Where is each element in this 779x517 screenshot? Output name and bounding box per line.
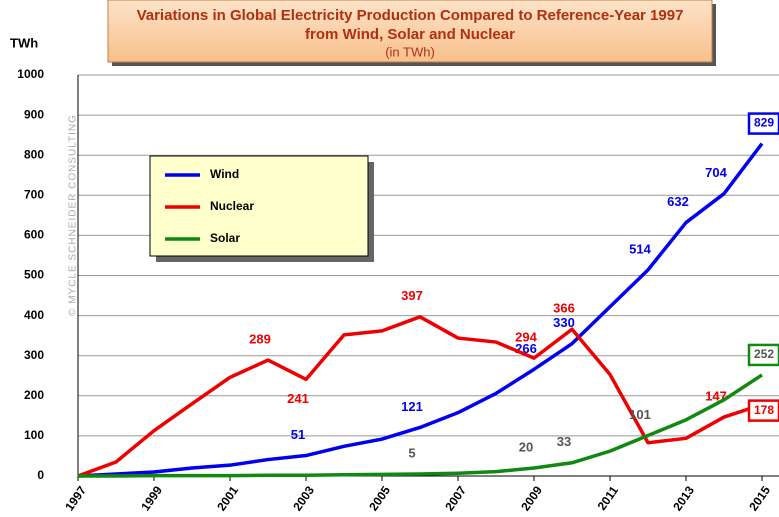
y-tick-label: 700 bbox=[24, 187, 44, 201]
x-tick-label: 1997 bbox=[62, 483, 89, 513]
x-tick-label: 2007 bbox=[442, 483, 469, 513]
y-tick-label: 1000 bbox=[17, 67, 44, 81]
x-tick-label: 1999 bbox=[138, 483, 165, 513]
watermark: © MYCLE SCHNEIDER CONSULTING bbox=[68, 114, 79, 316]
chart-subtitle: (in TWh) bbox=[385, 44, 435, 59]
y-tick-label: 200 bbox=[24, 388, 44, 402]
x-tick-label: 2011 bbox=[595, 483, 622, 513]
y-tick-label: 0 bbox=[37, 468, 44, 482]
legend-label: Nuclear bbox=[210, 199, 254, 213]
x-tick-label: 2005 bbox=[366, 483, 393, 513]
series-line bbox=[78, 373, 763, 478]
value-label: 632 bbox=[667, 194, 689, 209]
y-tick-label: 800 bbox=[24, 147, 44, 161]
y-tick-label: 300 bbox=[24, 348, 44, 362]
chart-title: from Wind, Solar and Nuclear bbox=[305, 26, 515, 43]
x-tick-label: 2003 bbox=[290, 483, 317, 513]
value-label: 289 bbox=[249, 332, 271, 347]
legend-label: Wind bbox=[210, 167, 239, 181]
value-label: 5 bbox=[408, 445, 415, 460]
value-label: 294 bbox=[515, 330, 537, 345]
value-label-box bbox=[747, 399, 779, 422]
series-line bbox=[77, 315, 763, 478]
x-tick-label: 2001 bbox=[214, 483, 241, 513]
value-label: 829 bbox=[754, 116, 774, 130]
value-label: 330 bbox=[553, 315, 575, 330]
value-label: 33 bbox=[557, 434, 571, 449]
y-tick-label: 500 bbox=[24, 268, 44, 282]
value-label: 241 bbox=[287, 391, 309, 406]
value-label: 397 bbox=[401, 288, 423, 303]
y-tick-label: 100 bbox=[24, 428, 44, 442]
y-tick-label: 600 bbox=[24, 228, 44, 242]
value-label-box bbox=[747, 343, 779, 367]
x-tick-label: 2015 bbox=[746, 483, 773, 513]
value-label: 20 bbox=[519, 439, 533, 454]
value-label: 51 bbox=[291, 427, 305, 442]
x-tick-label: 2013 bbox=[670, 483, 697, 513]
title-box bbox=[107, 0, 713, 63]
y-tick-label: 900 bbox=[24, 107, 44, 121]
legend-label: Solar bbox=[210, 231, 240, 245]
value-label-box bbox=[747, 112, 779, 135]
value-label: 704 bbox=[705, 165, 727, 180]
chart-title: Variations in Global Electricity Product… bbox=[137, 7, 684, 24]
value-label: 514 bbox=[629, 241, 651, 256]
value-label: 121 bbox=[401, 399, 423, 414]
series-line bbox=[77, 142, 764, 478]
y-axis-label: TWh bbox=[10, 35, 38, 50]
value-label: 101 bbox=[629, 407, 651, 422]
y-tick-label: 400 bbox=[24, 308, 44, 322]
value-label: 366 bbox=[553, 301, 575, 316]
value-label: 178 bbox=[754, 403, 774, 417]
x-tick-label: 2009 bbox=[518, 483, 545, 513]
value-label: 252 bbox=[754, 347, 774, 361]
